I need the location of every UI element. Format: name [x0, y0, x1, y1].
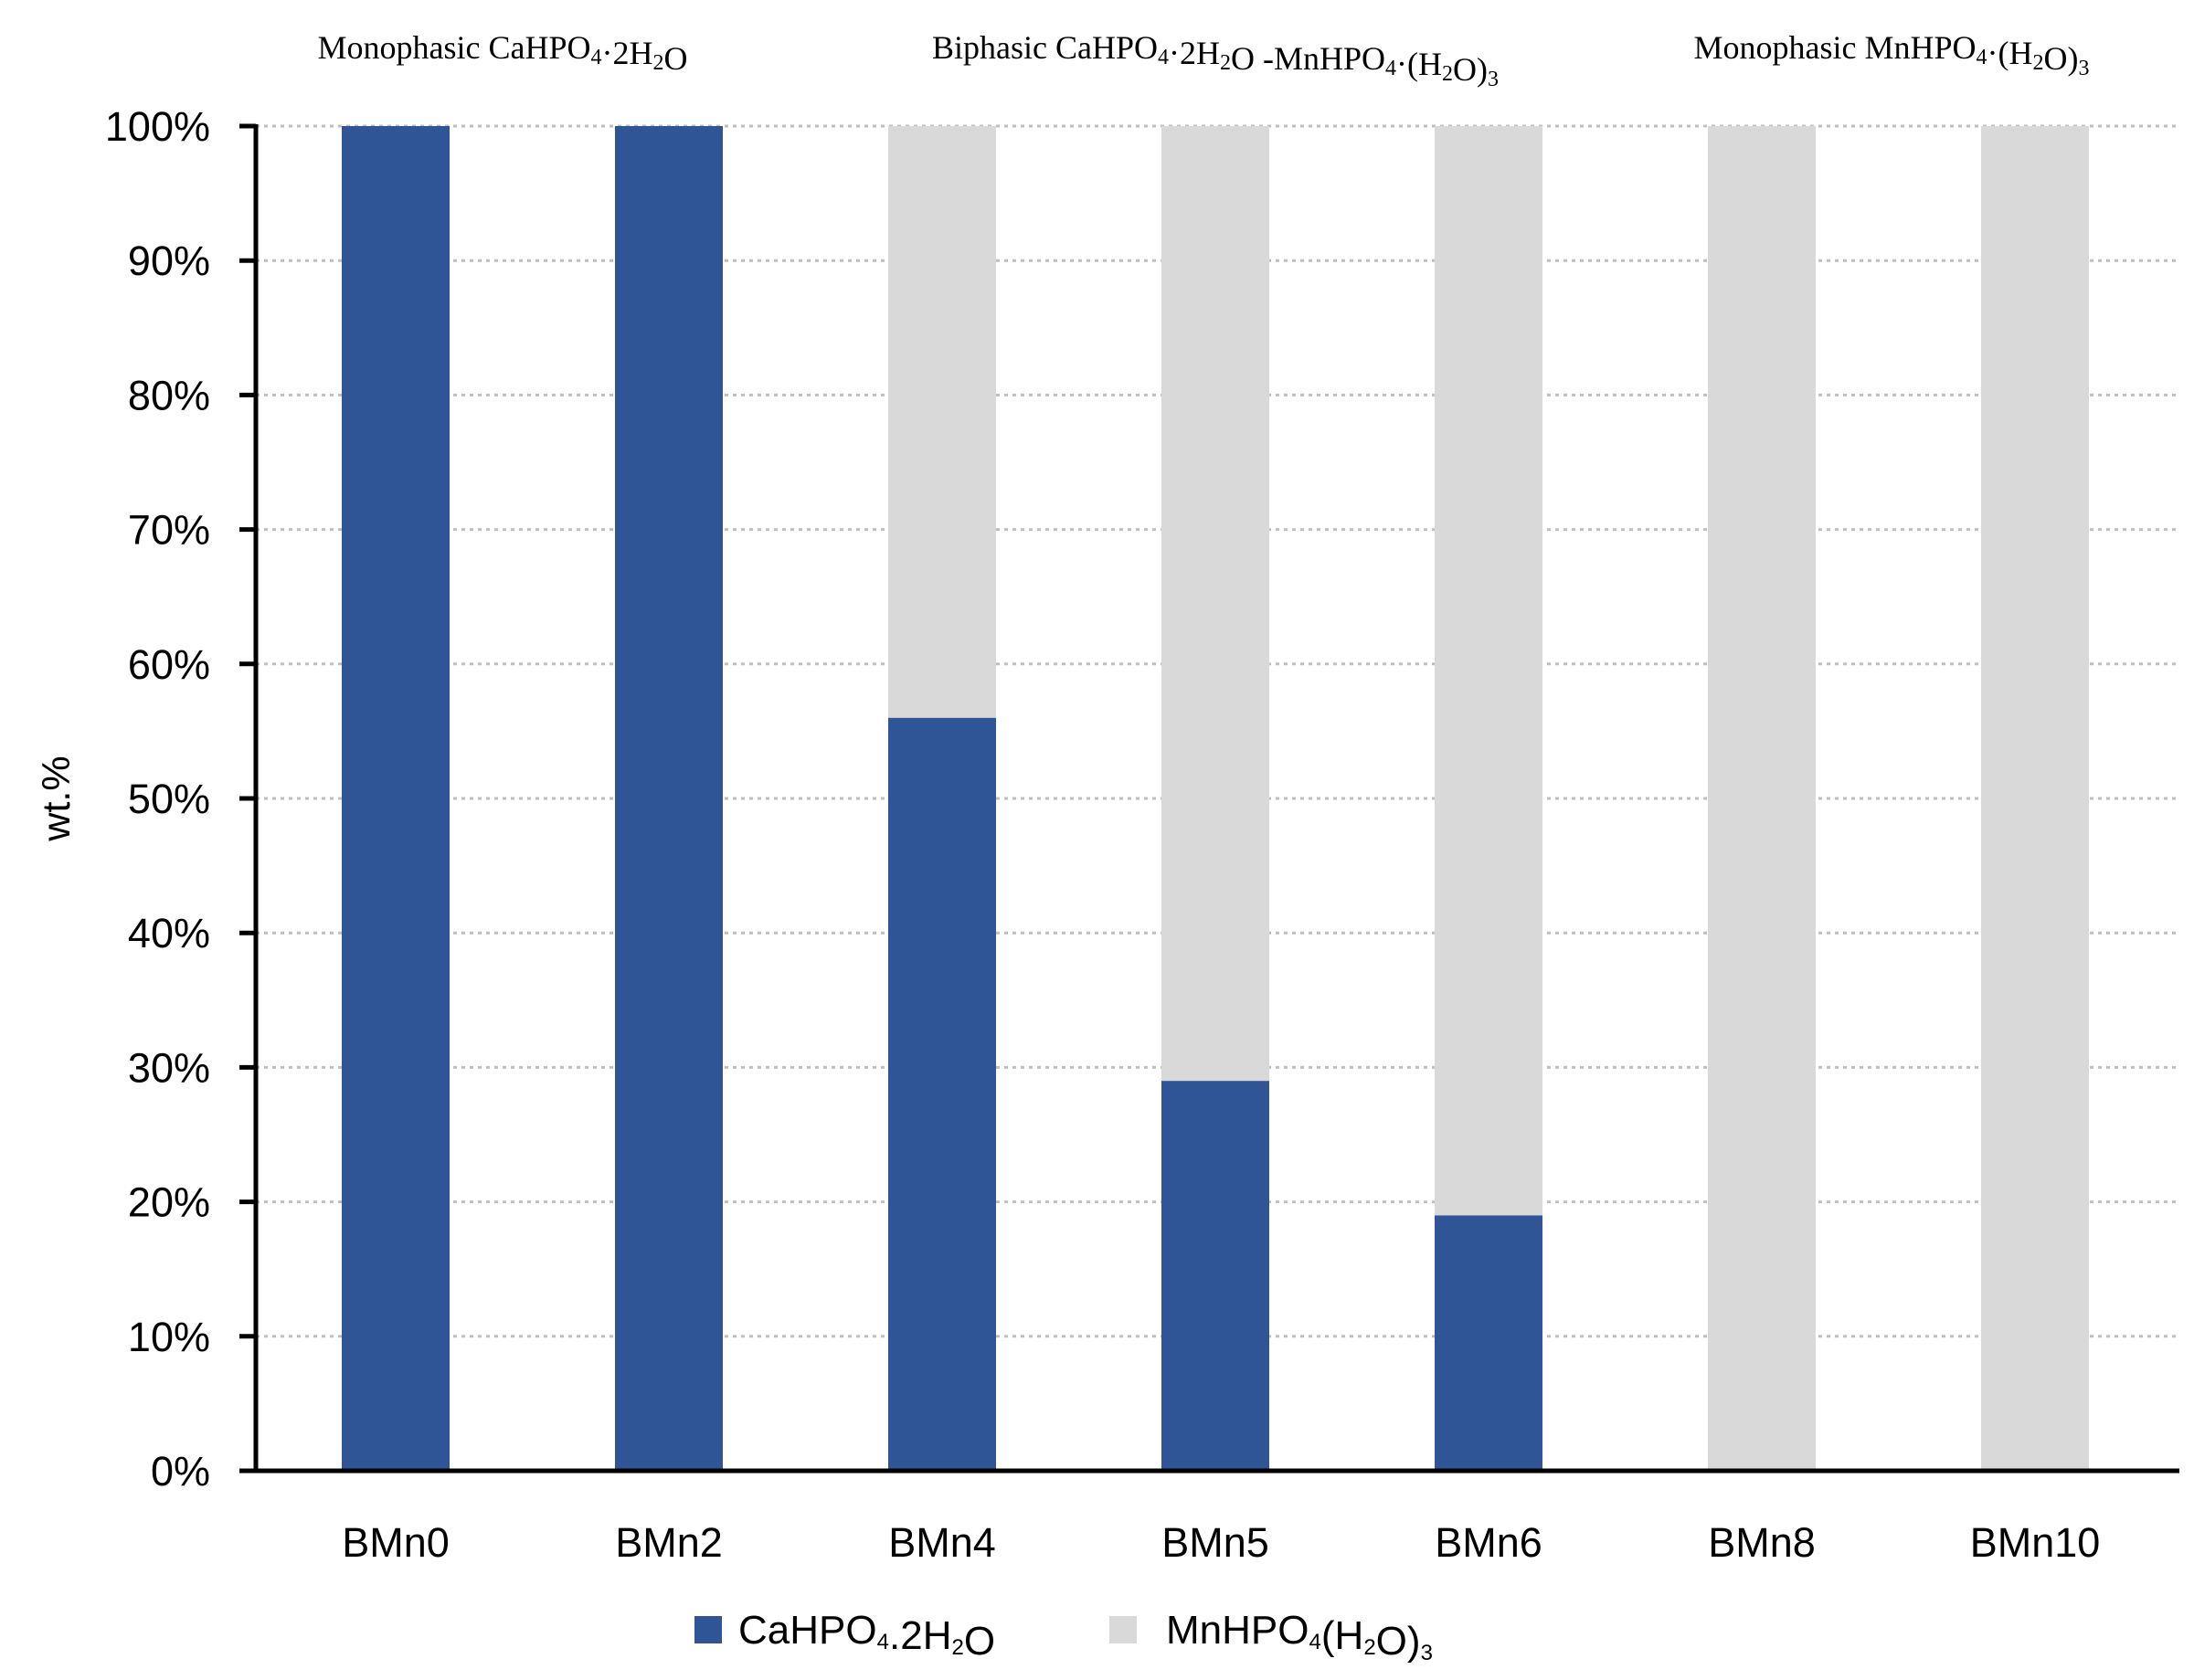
x-tick-label: BMn6 — [1435, 1519, 1542, 1566]
legend-label: CaHPO4.2H2O — [738, 1608, 995, 1664]
bar-segment — [1981, 126, 2089, 1471]
x-tick-labels: BMn0 BMn2 BMn4 BMn5 BMn6 BMn8 BMn10 — [342, 1519, 2100, 1566]
group-label: Biphasic CaHPO4·2H2O -MnHPO4·(H2O)3 — [932, 29, 1499, 91]
x-tick-label: BMn5 — [1161, 1519, 1269, 1566]
y-ticks: 0% 10% 20% 30% 40% 50% 60% 70% 80% 90% 100% — [105, 103, 256, 1495]
legend-swatch — [694, 1616, 722, 1643]
legend-swatch — [1109, 1616, 1137, 1643]
bars — [342, 126, 2089, 1471]
y-tick-label: 100% — [105, 103, 210, 150]
legend-label: MnHPO4(H2O)3 — [1166, 1608, 1433, 1665]
group-labels: Monophasic CaHPO4·2H2O Biphasic CaHPO4·2H… — [317, 29, 2089, 91]
legend: CaHPO4.2H2O MnHPO4(H2O)3 — [694, 1608, 1433, 1665]
bar-segment — [888, 717, 996, 1471]
bar-segment — [1435, 126, 1542, 1216]
bar-segment — [342, 126, 450, 1471]
y-tick-label: 0% — [151, 1448, 210, 1495]
bar-segment — [1161, 126, 1269, 1082]
bar-segment — [888, 126, 996, 718]
bar-segment — [1161, 1081, 1269, 1471]
y-tick-label: 90% — [128, 238, 210, 284]
bar-segment — [615, 126, 723, 1471]
x-tick-label: BMn0 — [342, 1519, 450, 1566]
y-tick-label: 30% — [128, 1044, 210, 1091]
x-tick-label: BMn10 — [1970, 1519, 2101, 1566]
bar-segment — [1708, 126, 1816, 1471]
group-label: Monophasic MnHPO4·(H2O)3 — [1693, 29, 2089, 80]
x-tick-label: BMn2 — [615, 1519, 723, 1566]
group-label: Monophasic CaHPO4·2H2O — [317, 29, 687, 77]
x-tick-label: BMn8 — [1708, 1519, 1816, 1566]
y-tick-label: 70% — [128, 507, 210, 554]
y-tick-label: 80% — [128, 372, 210, 418]
y-tick-label: 50% — [128, 776, 210, 822]
y-tick-label: 10% — [128, 1314, 210, 1360]
y-tick-label: 60% — [128, 641, 210, 688]
y-axis-title: wt.% — [35, 755, 79, 841]
bar-segment — [1435, 1215, 1542, 1471]
y-tick-label: 40% — [128, 910, 210, 956]
x-tick-label: BMn4 — [888, 1519, 996, 1566]
y-tick-label: 20% — [128, 1179, 210, 1226]
